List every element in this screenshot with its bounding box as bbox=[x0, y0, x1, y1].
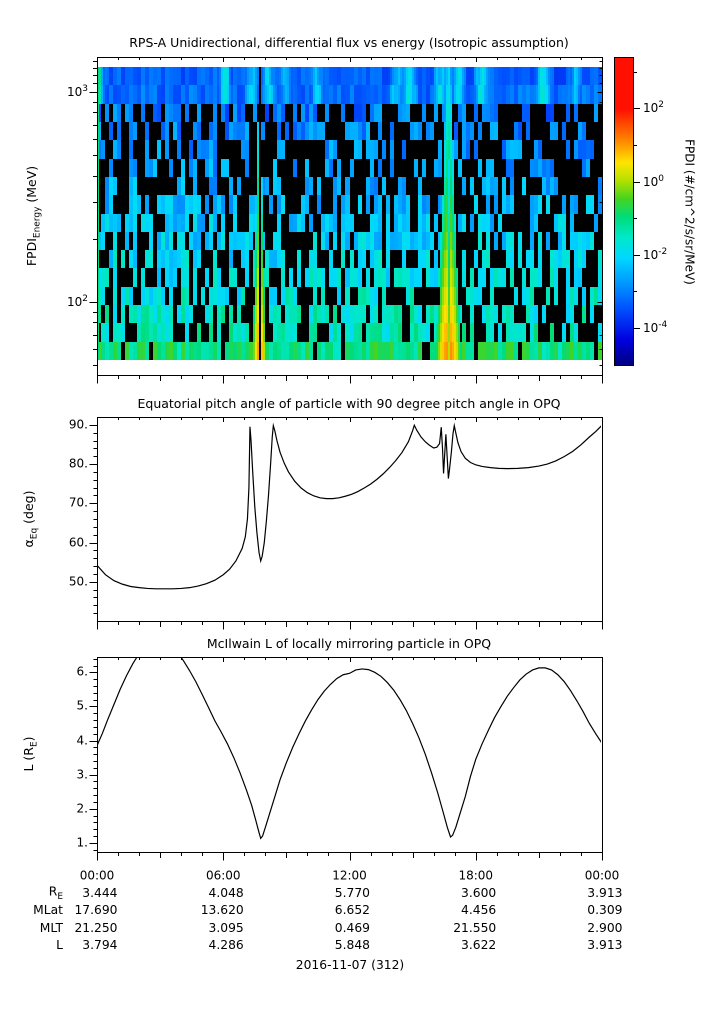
l-axis-tick-label: 3. bbox=[76, 767, 88, 782]
l-axis-tick-label: 4. bbox=[76, 732, 88, 747]
table-cell: 3.913 bbox=[587, 885, 623, 900]
l-axis-label-sub: E bbox=[29, 741, 40, 748]
table-cell: 3.794 bbox=[82, 938, 118, 953]
table-cell: 4.456 bbox=[461, 903, 497, 918]
l-axis-tick-label: 6. bbox=[76, 664, 88, 679]
table-row-label: L bbox=[56, 938, 63, 953]
table-cell: 21.550 bbox=[453, 920, 497, 935]
time-axis-tick-label: 12:00 bbox=[332, 868, 367, 883]
pitch-title: Equatorial pitch angle of particle with … bbox=[137, 396, 561, 411]
pitch-axis-tick-label: 60. bbox=[68, 534, 88, 549]
pitch-axis-label-main: α bbox=[20, 539, 36, 548]
energy-axis-tick-label: 103 bbox=[66, 83, 88, 99]
energy-axis-label-main: FPDI bbox=[23, 238, 39, 267]
energy-axis-label-sub: Energy bbox=[32, 206, 43, 239]
table-row-label: RE bbox=[48, 883, 63, 902]
table-cell: 0.309 bbox=[587, 903, 623, 918]
energy-axis-tick-label: 102 bbox=[66, 293, 88, 309]
table-cell: 21.250 bbox=[74, 920, 118, 935]
table-cell: 4.048 bbox=[208, 885, 244, 900]
pitch-axis-tick-label: 70. bbox=[68, 495, 88, 510]
table-cell: 5.848 bbox=[334, 938, 370, 953]
pitch-axis-tick-label: 50. bbox=[68, 574, 88, 589]
table-row-label: MLT bbox=[39, 920, 63, 935]
spectrogram-title: RPS-A Unidirectional, differential flux … bbox=[129, 35, 569, 50]
colorbar-axis-label: FPDI (#/cm^2/s/sr/MeV) bbox=[682, 139, 697, 285]
mcilwain-title: McIlwain L of locally mirroring particle… bbox=[206, 636, 492, 651]
time-axis-tick-label: 06:00 bbox=[205, 868, 241, 883]
time-axis-tick-label: 00:00 bbox=[584, 868, 620, 883]
date-label: 2016-11-07 (312) bbox=[295, 958, 405, 973]
l-axis-label-rest: ) bbox=[20, 736, 36, 742]
table-cell: 3.444 bbox=[82, 885, 118, 900]
pitch-axis-tick-label: 90. bbox=[68, 417, 88, 432]
time-axis-tick-label: 00:00 bbox=[79, 868, 115, 883]
l-axis-tick-label: 2. bbox=[76, 801, 88, 816]
colorbar-tick-label: 102 bbox=[643, 100, 665, 116]
table-cell: 0.469 bbox=[334, 920, 370, 935]
l-axis-tick-label: 1. bbox=[76, 835, 88, 850]
pitch-axis-tick-label: 80. bbox=[68, 456, 88, 471]
pitch-axis-label-sub: Eq bbox=[29, 527, 40, 540]
energy-axis-label-rest: (MeV) bbox=[23, 165, 39, 207]
table-cell: 6.652 bbox=[334, 903, 370, 918]
time-axis-tick-label: 18:00 bbox=[458, 868, 494, 883]
table-cell: 3.622 bbox=[461, 938, 497, 953]
colorbar-tick-label: 100 bbox=[643, 173, 665, 189]
table-cell: 4.286 bbox=[208, 938, 244, 953]
table-cell: 17.690 bbox=[74, 903, 118, 918]
l-axis-label: L (RE) bbox=[20, 736, 40, 772]
table-cell: 3.913 bbox=[587, 938, 623, 953]
colorbar-tick-label: 10-2 bbox=[643, 246, 668, 262]
table-cell: 3.600 bbox=[461, 885, 497, 900]
table-cell: 2.900 bbox=[587, 920, 623, 935]
l-axis-label-main: L (R bbox=[20, 747, 36, 772]
table-cell: 3.095 bbox=[208, 920, 244, 935]
energy-axis-label: FPDIEnergy (MeV) bbox=[23, 165, 43, 267]
table-cell: 5.770 bbox=[334, 885, 370, 900]
table-row-label: MLat bbox=[33, 903, 63, 918]
pitch-axis-label: αEq (deg) bbox=[20, 490, 40, 548]
pitch-axis-label-rest: (deg) bbox=[20, 490, 36, 528]
colorbar-tick-label: 10-4 bbox=[643, 320, 668, 336]
table-cell: 13.620 bbox=[200, 903, 244, 918]
l-axis-tick-label: 5. bbox=[76, 698, 88, 713]
